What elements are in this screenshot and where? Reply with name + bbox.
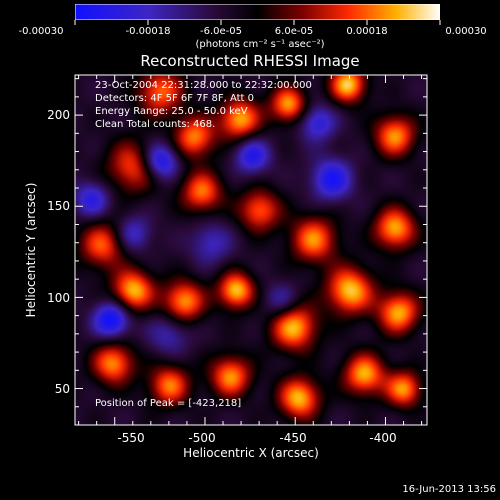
peak-position-label: Position of Peak = [-423,218] — [95, 398, 242, 409]
info-time-range: 23-Oct-2004 22:31:28.000 to 22:32:00.000 — [95, 80, 312, 91]
colorbar-ticks — [74, 20, 441, 25]
y-tick-label: 50 — [54, 382, 70, 396]
y-tick-label: 200 — [47, 108, 70, 122]
colorbar-unit: (photons cm⁻² s⁻¹ asec⁻²) — [195, 39, 325, 50]
colorbar — [75, 4, 440, 20]
colorbar-tick-6: 0.00030 — [445, 26, 487, 37]
colorbar-gradient — [75, 4, 440, 20]
colorbar-tick-4: 6.0e-05 — [274, 26, 314, 37]
colorbar-tick-5: 0.00018 — [346, 26, 388, 37]
info-detectors: Detectors: 4F 5F 6F 7F 8F, Att 0 — [95, 93, 255, 104]
x-axis-label: Heliocentric X (arcsec) — [183, 446, 319, 460]
x-tick-label: -500 — [188, 431, 216, 445]
y-tick-label: 150 — [47, 199, 70, 213]
x-tick-label: -450 — [279, 431, 307, 445]
colorbar-tick-1: -0.00030 — [18, 26, 64, 37]
plot-title: Reconstructed RHESSI Image — [140, 52, 360, 70]
x-tick-label: -400 — [369, 431, 397, 445]
y-axis-label: Heliocentric Y (arcsec) — [24, 182, 38, 318]
colorbar-tick-3: -6.0e-05 — [200, 26, 242, 37]
y-tick-label: 100 — [47, 291, 70, 305]
x-tick-label: -550 — [117, 431, 145, 445]
info-energy-range: Energy Range: 25.0 - 50.0 keV — [95, 106, 248, 117]
colorbar-tick-2: -0.00018 — [125, 26, 171, 37]
info-counts: Clean Total counts: 468. — [95, 119, 216, 130]
generation-timestamp: 16-Jun-2013 13:56 — [402, 484, 496, 495]
